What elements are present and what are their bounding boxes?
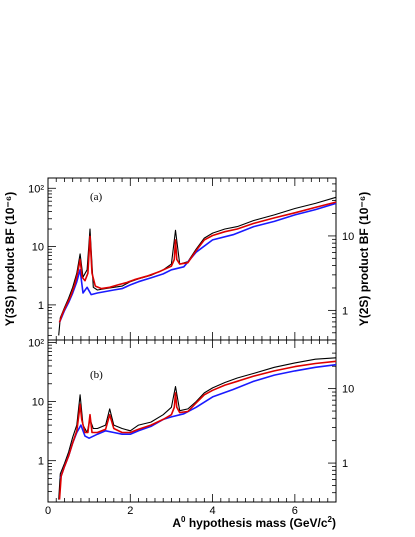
left-axis-title: Υ(3S) product BF (10⁻⁶) bbox=[3, 192, 17, 327]
x-tick-label: 6 bbox=[292, 505, 298, 517]
x-axis-title-main: A bbox=[172, 516, 181, 530]
panel-a-axes: 1 10 10² 1 10 bbox=[28, 177, 354, 341]
panel-1-left-tick-label: 1 bbox=[38, 300, 44, 312]
x-axis-title-end: ) bbox=[332, 516, 336, 530]
panel-a: 1 10 10² 1 10 (a) bbox=[28, 177, 354, 341]
panel-a-tag: (a) bbox=[90, 191, 103, 203]
panel-b-series bbox=[58, 357, 337, 500]
x-axis-title: A0 hypothesis mass (GeV/c2) bbox=[172, 515, 336, 530]
panel-1-series-2-line bbox=[58, 202, 337, 323]
panel-2-series-2-line bbox=[59, 363, 337, 479]
panel-b: 1 10 10² 1 10 (b) bbox=[28, 337, 354, 503]
panel-a-series bbox=[58, 196, 337, 336]
x-axis-title-mid: hypothesis mass (GeV/c bbox=[185, 516, 327, 530]
x-axis-title-sup: 0 bbox=[181, 515, 186, 524]
panel-2-right-tick-label: 10 bbox=[342, 384, 354, 396]
panel-b-frame bbox=[47, 339, 337, 503]
panel-2-left-tick-label: 10² bbox=[28, 337, 44, 349]
right-axis-title: Υ(2S) product BF (10⁻⁶) bbox=[357, 192, 371, 327]
panel-2-series-3-line bbox=[58, 360, 337, 500]
panel-b-axes: 1 10 10² 1 10 bbox=[28, 337, 354, 503]
x-tick-label: 4 bbox=[210, 505, 216, 517]
panel-2-right-tick-label: 1 bbox=[342, 458, 348, 470]
panel-2-left-tick-label: 10 bbox=[32, 397, 44, 409]
panel-1-right-tick-label: 10 bbox=[342, 231, 354, 243]
panel-b-tag: (b) bbox=[90, 369, 103, 381]
x-tick-label: 0 bbox=[45, 505, 51, 517]
panel-1-left-tick-label: 10² bbox=[28, 183, 44, 195]
x-tick-label: 2 bbox=[127, 505, 133, 517]
panel-1-series-1-line bbox=[58, 196, 337, 336]
panel-2-series-1-line bbox=[58, 357, 337, 500]
panel-2-left-tick-label: 1 bbox=[38, 456, 44, 468]
x-axis: 0 2 4 6 bbox=[45, 505, 298, 517]
panel-1-left-tick-label: 10 bbox=[32, 242, 44, 254]
x-axis-title-sup2: 2 bbox=[328, 515, 333, 524]
panel-1-series-3-line bbox=[58, 201, 337, 323]
panel-1-right-tick-label: 1 bbox=[342, 305, 348, 317]
